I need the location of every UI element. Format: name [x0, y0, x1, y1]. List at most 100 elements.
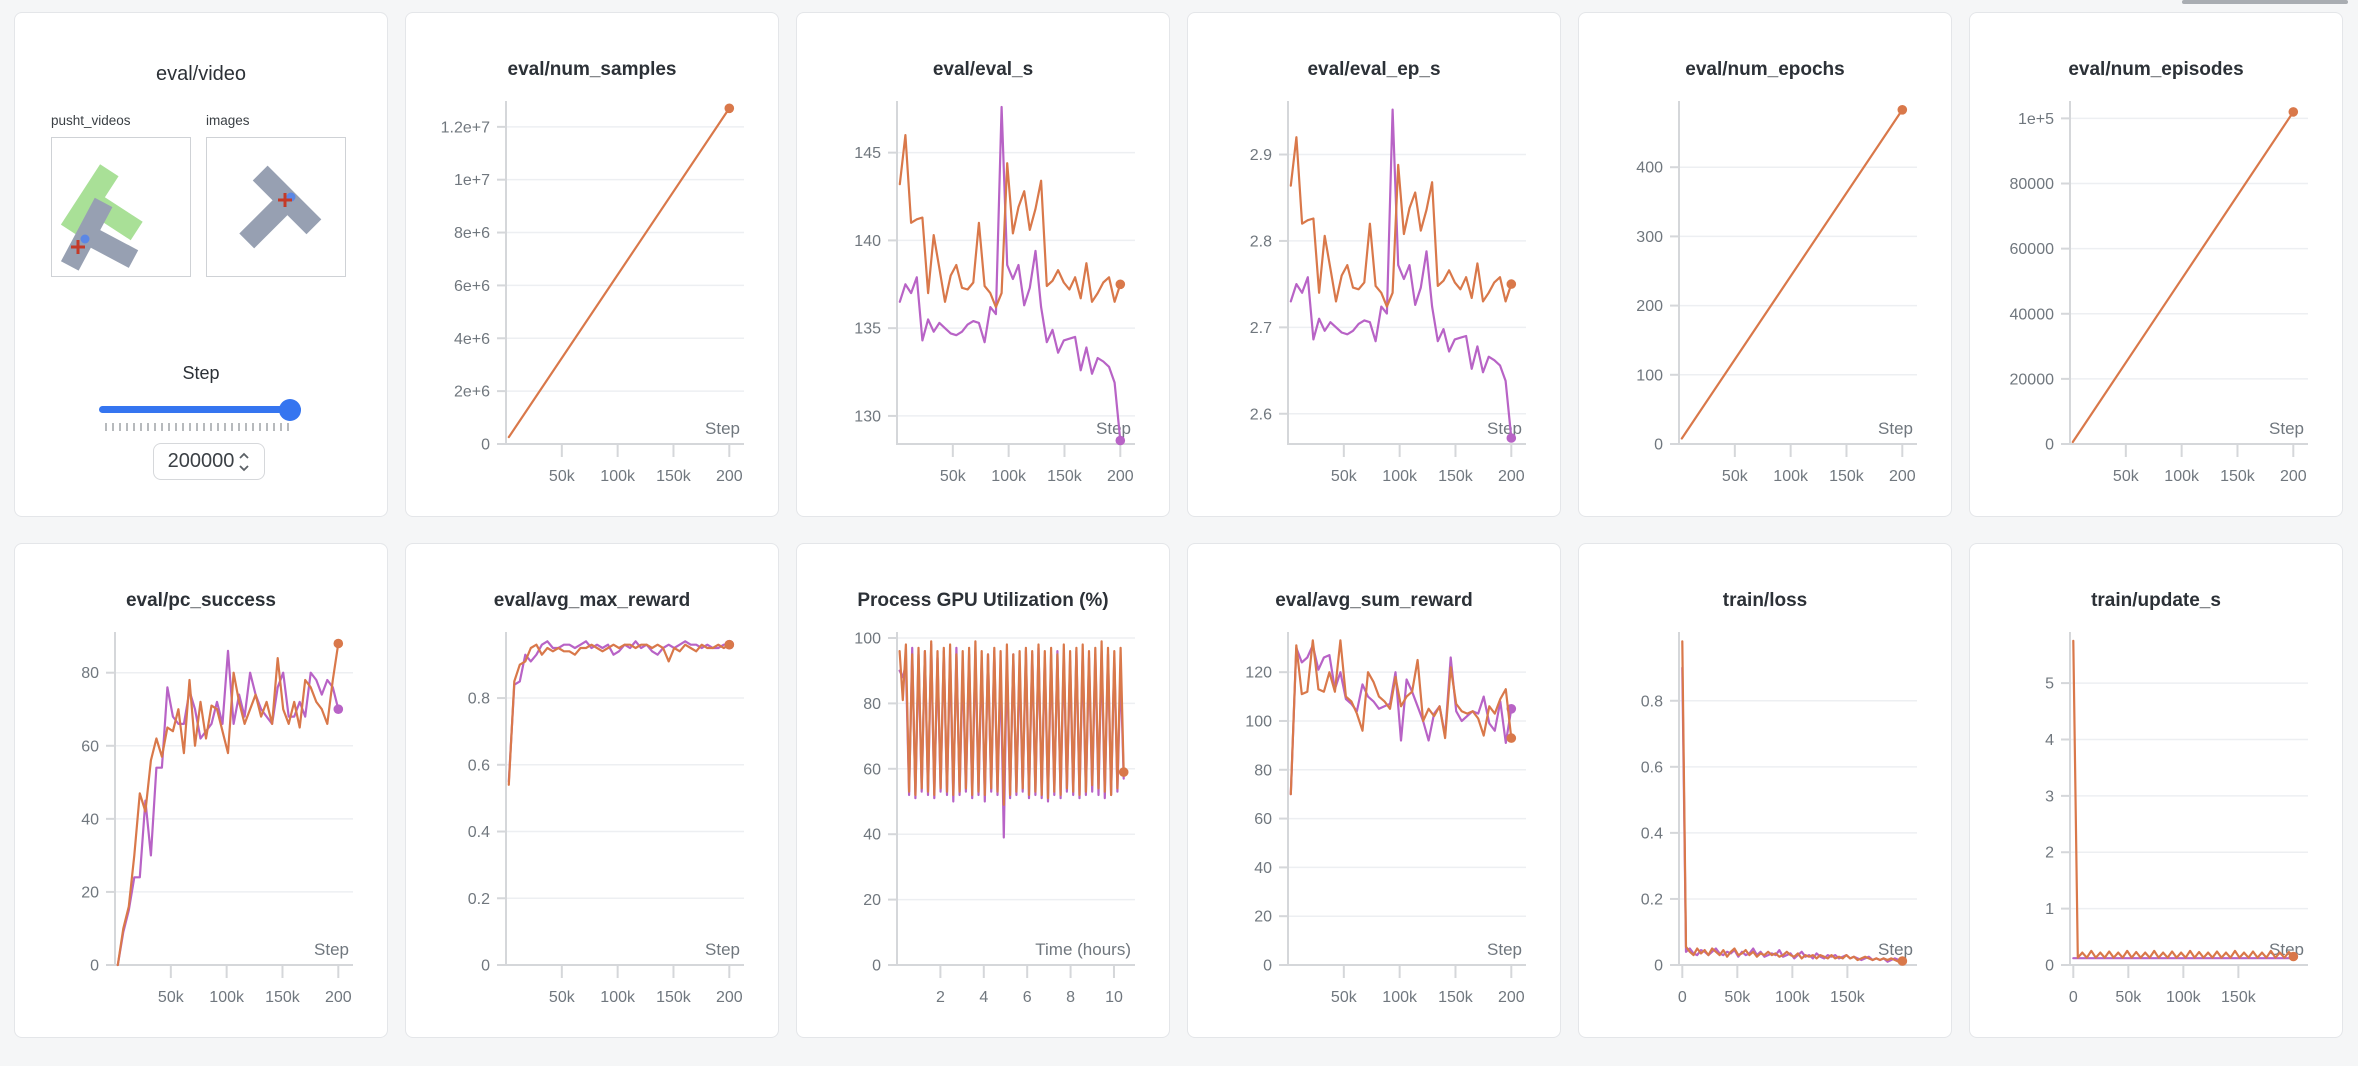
target-cross-icon: [71, 240, 85, 254]
chart-panel-avg_max_reward[interactable]: eval/avg_max_reward 0 0.2 0.4 0.6 0.8 50k 100k 1…: [405, 543, 779, 1038]
y-tick-label: 0: [2045, 958, 2054, 975]
y-tick-label: 40: [1254, 860, 1272, 877]
y-tick-label: 0: [1654, 958, 1663, 975]
latest-point-dot-orange: [2288, 107, 2299, 117]
chart-canvas-gpu_util[interactable]: 0 20 40 60 80 100 2 4 6 8 10 Time (hours): [797, 614, 1169, 1037]
x-tick-label: 200: [716, 468, 743, 485]
target-cross-icon: [278, 193, 292, 207]
y-tick-label: 1e+7: [454, 172, 490, 189]
chart-panel-gpu_util[interactable]: Process GPU Utilization (%) 0 20 40 60 80 100 2…: [796, 543, 1170, 1038]
chart-panel-train_update_s[interactable]: train/update_s 0 1 2 3 4 5 0 50k 100k 150k Step: [1969, 543, 2343, 1038]
y-tick-label: 0: [481, 958, 490, 975]
y-tick-label: 4: [2045, 732, 2054, 749]
y-tick-label: 135: [854, 321, 881, 338]
x-tick-label: 150k: [2221, 989, 2257, 1006]
media-panel-eval-video[interactable]: eval/video pusht_videos images: [14, 12, 388, 517]
chart-title: eval/num_samples: [507, 59, 677, 80]
step-input[interactable]: 200000: [153, 443, 265, 480]
x-tick-label: 0: [2069, 989, 2078, 1006]
series-line-purple: [116, 649, 340, 967]
x-tick-label: 100k: [1382, 468, 1418, 485]
x-axis-label: Time (hours): [1035, 940, 1131, 959]
step-slider-track[interactable]: [99, 406, 301, 413]
chart-title: eval/pc_success: [125, 590, 276, 611]
chart-panel-eval_s[interactable]: eval/eval_s 130 135 140 145 50k 100k 150k 200 Ste…: [796, 12, 1170, 517]
y-tick-label: 0: [1654, 437, 1663, 454]
chart-canvas-train_loss[interactable]: 0 0.2 0.4 0.6 0.8 0 50k 100k 150k Step: [1579, 614, 1951, 1037]
video-thumbnail-pusht[interactable]: [51, 137, 191, 277]
chart-title: train/update_s: [2091, 590, 2221, 611]
x-tick-label: 200: [1889, 468, 1916, 485]
chart-canvas-eval_ep_s[interactable]: 2.6 2.7 2.8 2.9 50k 100k 150k 200 Step: [1188, 83, 1560, 516]
x-tick-label: 100k: [2166, 989, 2202, 1006]
x-tick-label: 150k: [656, 468, 692, 485]
chart-panel-num_samples[interactable]: eval/num_samples 0 2e+6 4e+6 6e+6 8e+6 1e+7 1.2…: [405, 12, 779, 517]
series-line-orange: [1289, 136, 1513, 308]
y-tick-label: 6e+6: [454, 278, 490, 295]
latest-point-dot-orange: [724, 103, 735, 114]
x-tick-label: 100k: [1773, 468, 1809, 485]
y-tick-label: 0.4: [1641, 825, 1663, 842]
y-tick-label: 2.9: [1250, 147, 1272, 164]
series-line-orange: [2072, 639, 2295, 959]
chart-canvas-avg_max_reward[interactable]: 0 0.2 0.4 0.6 0.8 50k 100k 150k 200 Step: [406, 614, 778, 1037]
chart-canvas-pc_success[interactable]: 0 20 40 60 80 50k 100k 150k 200 Step: [15, 614, 387, 1037]
x-tick-label: 50k: [158, 989, 185, 1006]
x-tick-label: 50k: [549, 989, 576, 1006]
y-tick-label: 0: [872, 958, 881, 975]
y-tick-label: 2.7: [1250, 320, 1272, 337]
chart-panel-eval_ep_s[interactable]: eval/eval_ep_s 2.6 2.7 2.8 2.9 50k 100k 150k 200…: [1187, 12, 1561, 517]
x-tick-label: 8: [1066, 989, 1075, 1006]
chart-canvas-avg_sum_reward[interactable]: 0 20 40 60 80 100 120 50k 100k 150k 200 Step: [1188, 614, 1560, 1037]
chart-panel-pc_success[interactable]: eval/pc_success 0 20 40 60 80 50k 100k 150k 200 St…: [14, 543, 388, 1038]
y-tick-label: 0.2: [1641, 891, 1663, 908]
x-axis-label: Step: [1487, 940, 1522, 959]
x-tick-label: 0: [1678, 989, 1687, 1006]
x-tick-label: 50k: [1724, 989, 1751, 1006]
image-thumbnail-pusht[interactable]: [206, 137, 346, 277]
x-tick-label: 200: [1107, 468, 1134, 485]
chart-canvas-num_epochs[interactable]: 0 100 200 300 400 50k 100k 150k 200 Step: [1579, 83, 1951, 516]
chart-title: eval/eval_ep_s: [1307, 59, 1441, 80]
y-tick-label: 60000: [2010, 241, 2055, 258]
series-line-orange: [898, 133, 1122, 309]
chart-canvas-num_episodes[interactable]: 0 20000 40000 60000 80000 1e+5 50k 100k 150k 200 S…: [1970, 83, 2342, 516]
step-slider-thumb[interactable]: [279, 399, 301, 421]
x-tick-label: 50k: [549, 468, 576, 485]
chart-canvas-num_samples[interactable]: 0 2e+6 4e+6 6e+6 8e+6 1e+7 1.2e+7 50k 100k 150k 20…: [406, 83, 778, 516]
y-tick-label: 8e+6: [454, 225, 490, 242]
horizontal-scrollbar-thumb[interactable]: [2182, 0, 2348, 4]
y-tick-label: 0.2: [468, 891, 490, 908]
x-tick-label: 100k: [2164, 468, 2200, 485]
panel-grid: eval/video pusht_videos images: [14, 12, 2343, 1038]
latest-point-dot-orange: [724, 639, 735, 650]
chart-panel-avg_sum_reward[interactable]: eval/avg_sum_reward 0 20 40 60 80 100 120 50k 100…: [1187, 543, 1561, 1038]
y-tick-label: 60: [81, 738, 99, 755]
series-line-purple: [1681, 666, 1904, 963]
y-tick-label: 400: [1636, 160, 1663, 177]
x-tick-label: 50k: [1722, 468, 1749, 485]
chart-panel-train_loss[interactable]: train/loss 0 0.2 0.4 0.6 0.8 0 50k 100k 150k Step: [1578, 543, 1952, 1038]
chart-title: Process GPU Utilization (%): [857, 590, 1109, 611]
series-line-orange: [507, 107, 731, 439]
latest-point-dot-purple: [1506, 433, 1517, 443]
x-tick-label: 100k: [991, 468, 1027, 485]
series-line-orange: [1681, 640, 1904, 963]
y-tick-label: 0: [90, 958, 99, 975]
chart-panel-num_epochs[interactable]: eval/num_epochs 0 100 200 300 400 50k 100k 150k 2…: [1578, 12, 1952, 517]
y-tick-label: 5: [2045, 676, 2054, 693]
x-tick-label: 150k: [2220, 468, 2256, 485]
y-tick-label: 0: [2045, 437, 2054, 454]
chart-canvas-eval_s[interactable]: 130 135 140 145 50k 100k 150k 200 Step: [797, 83, 1169, 516]
pusht-scene-graphic: [60, 164, 143, 271]
latest-point-dot-orange: [1897, 105, 1908, 115]
chart-panel-num_episodes[interactable]: eval/num_episodes 0 20000 40000 60000 80000 1e…: [1969, 12, 2343, 517]
y-tick-label: 4e+6: [454, 331, 490, 348]
series-line-purple: [898, 105, 1122, 442]
y-tick-label: 80: [863, 696, 881, 713]
y-tick-label: 20000: [2010, 371, 2055, 388]
stepper-arrows-icon[interactable]: [238, 451, 250, 473]
y-tick-label: 0.6: [468, 757, 490, 774]
y-tick-label: 40000: [2010, 306, 2055, 323]
